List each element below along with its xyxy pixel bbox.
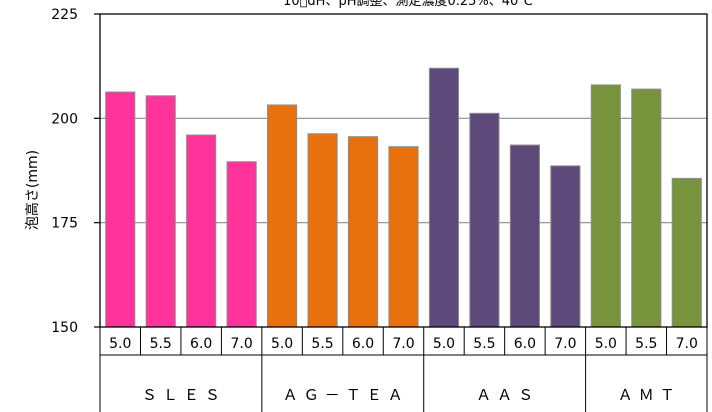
x-group-label: ＳＬＥＳ (142, 386, 226, 404)
y-tick-label: 225 (51, 7, 78, 23)
x-group-label: ＡＡＳ (476, 386, 539, 404)
x-category-label: 5.0 (595, 336, 617, 352)
x-category-labels: 5.0 5.5 6.0 7.0 ＳＬＥＳ 5.0 5.5 6.0 7.0 ＡＧ－ＴＥＡ 5.0 5.5… (109, 336, 698, 404)
x-category-label: 7.0 (676, 336, 698, 352)
bar (388, 146, 419, 328)
x-category-label: 7.0 (392, 336, 414, 352)
x-category-label: 5.0 (271, 336, 293, 352)
x-category-label: 6.0 (352, 336, 374, 352)
y-tick-labels: 150 175 200 225 (51, 7, 78, 336)
x-category-label: 7.0 (231, 336, 253, 352)
bar (550, 165, 581, 328)
bar (631, 88, 662, 328)
y-tick-label: 200 (51, 111, 78, 127)
x-category-label: 6.0 (190, 336, 212, 352)
x-category-label: 5.0 (433, 336, 455, 352)
axes (94, 13, 708, 412)
x-group-label: ＡＧ－ＴＥＡ (283, 386, 409, 404)
y-tick-label: 150 (51, 320, 78, 336)
bar (105, 91, 136, 328)
bar (428, 67, 460, 328)
bar (307, 133, 338, 328)
bar (145, 95, 176, 328)
bar (671, 177, 702, 328)
x-category-label: 5.5 (635, 336, 657, 352)
bar (590, 84, 621, 328)
x-category-label: 5.5 (311, 336, 333, 352)
x-category-label: 6.0 (514, 336, 536, 352)
bars (105, 67, 702, 328)
x-group-label: ＡＭＴ (618, 386, 681, 404)
bar (469, 112, 500, 328)
bar (267, 104, 298, 328)
x-category-label: 5.0 (109, 336, 131, 352)
x-category-label: 7.0 (554, 336, 576, 352)
y-axis-label: 泡高さ(mm) (24, 150, 41, 230)
bar (509, 144, 540, 328)
x-category-label: 5.5 (473, 336, 495, 352)
y-tick-label: 175 (51, 216, 78, 232)
bar (347, 136, 379, 328)
x-category-label: 5.5 (150, 336, 172, 352)
chart-title: 10ﾟdH、pH調整、測定濃度0.25%、40℃ (283, 0, 533, 9)
plot-frame (99, 13, 708, 328)
bar (226, 161, 257, 328)
bar (186, 134, 217, 328)
